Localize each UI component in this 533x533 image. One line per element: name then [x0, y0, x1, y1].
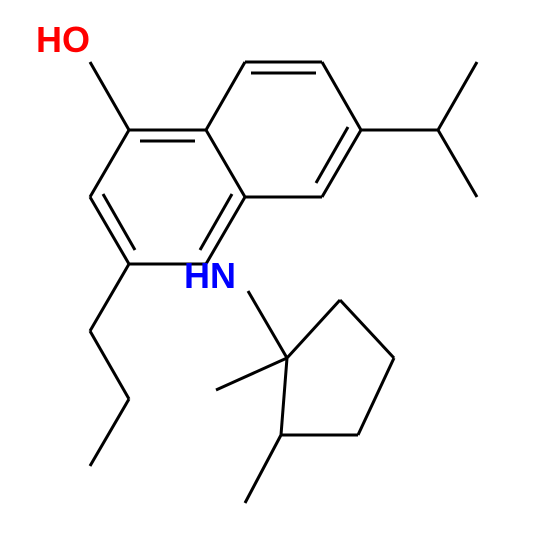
bond-inner [316, 127, 348, 183]
bond [438, 130, 477, 197]
amine-label: HN [184, 258, 236, 294]
bond [206, 62, 245, 130]
bond [248, 291, 287, 358]
bond [245, 435, 281, 503]
molecule-canvas [0, 0, 533, 533]
bond [340, 300, 394, 358]
bond [287, 300, 340, 358]
bond [322, 62, 361, 130]
bonds-group [90, 62, 477, 503]
hydroxyl-label: HO [36, 22, 90, 58]
bond [281, 358, 287, 435]
bond [438, 62, 477, 130]
bond [90, 264, 129, 331]
bond-inner [103, 194, 135, 250]
bond [90, 331, 129, 399]
bond [206, 130, 245, 197]
bond [358, 358, 394, 435]
bond [90, 62, 129, 130]
bond-inner [200, 194, 232, 250]
bond [216, 358, 287, 390]
bond [90, 399, 129, 466]
bond [90, 130, 129, 197]
